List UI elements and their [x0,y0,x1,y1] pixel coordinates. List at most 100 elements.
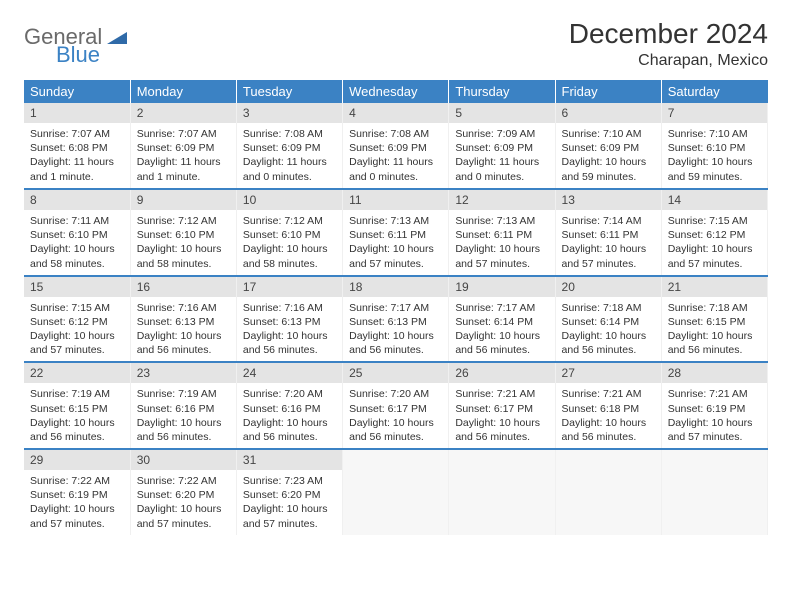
day-number: 29 [24,450,130,470]
daylight-text: Daylight: 11 hours and 0 minutes. [349,155,442,183]
sunrise-text: Sunrise: 7:20 AM [243,387,336,401]
calendar-cell: 4Sunrise: 7:08 AMSunset: 6:09 PMDaylight… [343,103,449,189]
daylight-text: Daylight: 10 hours and 57 minutes. [30,502,124,530]
title-block: December 2024 Charapan, Mexico [569,18,768,70]
day-body: Sunrise: 7:07 AMSunset: 6:09 PMDaylight:… [131,123,236,188]
day-body: Sunrise: 7:12 AMSunset: 6:10 PMDaylight:… [237,210,342,275]
calendar-cell: 7 Sunrise: 7:10 AMSunset: 6:10 PMDaylight… [661,103,767,189]
sunrise-text: Sunrise: 7:15 AM [30,301,124,315]
day-body: Sunrise: 7:07 AMSunset: 6:08 PMDaylight:… [24,123,130,188]
sunrise-text: Sunrise: 7:20 AM [349,387,442,401]
sunrise-text: Sunrise: 7:13 AM [349,214,442,228]
day-number: 31 [237,450,342,470]
sunrise-text: Sunrise: 7:11 AM [30,214,124,228]
sunrise-text: Sunrise: 7:21 AM [562,387,655,401]
daylight-text: Daylight: 10 hours and 57 minutes. [668,242,761,270]
sunset-text: Sunset: 6:15 PM [668,315,761,329]
day-body: Sunrise: 7:21 AMSunset: 6:18 PMDaylight:… [556,383,661,448]
daylight-text: Daylight: 10 hours and 56 minutes. [137,416,230,444]
day-number: 3 [237,103,342,123]
sunset-text: Sunset: 6:11 PM [562,228,655,242]
sunrise-text: Sunrise: 7:10 AM [562,127,655,141]
sunrise-text: Sunrise: 7:17 AM [349,301,442,315]
calendar-cell: 22Sunrise: 7:19 AMSunset: 6:15 PMDayligh… [24,362,130,449]
daylight-text: Daylight: 10 hours and 56 minutes. [562,329,655,357]
daylight-text: Daylight: 11 hours and 1 minute. [137,155,230,183]
daylight-text: Daylight: 10 hours and 56 minutes. [668,329,761,357]
calendar-table: Sunday Monday Tuesday Wednesday Thursday… [24,80,768,535]
sunrise-text: Sunrise: 7:12 AM [243,214,336,228]
day-number: 4 [343,103,448,123]
calendar-body: 1Sunrise: 7:07 AMSunset: 6:08 PMDaylight… [24,103,768,535]
daylight-text: Daylight: 10 hours and 56 minutes. [243,329,336,357]
day-number: 14 [662,190,767,210]
calendar-cell: 14Sunrise: 7:15 AMSunset: 6:12 PMDayligh… [661,189,767,276]
sunset-text: Sunset: 6:16 PM [137,402,230,416]
daylight-text: Daylight: 11 hours and 0 minutes. [455,155,548,183]
page-title: December 2024 [569,18,768,50]
sunrise-text: Sunrise: 7:18 AM [562,301,655,315]
sunset-text: Sunset: 6:12 PM [668,228,761,242]
sunset-text: Sunset: 6:09 PM [562,141,655,155]
sunset-text: Sunset: 6:09 PM [137,141,230,155]
calendar-cell: 27Sunrise: 7:21 AMSunset: 6:18 PMDayligh… [555,362,661,449]
day-number: 27 [556,363,661,383]
sunset-text: Sunset: 6:09 PM [243,141,336,155]
sunset-text: Sunset: 6:13 PM [243,315,336,329]
day-body: Sunrise: 7:18 AMSunset: 6:14 PMDaylight:… [556,297,661,362]
sunrise-text: Sunrise: 7:21 AM [668,387,761,401]
day-number: 18 [343,277,448,297]
day-body: Sunrise: 7:17 AMSunset: 6:14 PMDaylight:… [449,297,554,362]
sunrise-text: Sunrise: 7:08 AM [349,127,442,141]
calendar-cell: 13Sunrise: 7:14 AMSunset: 6:11 PMDayligh… [555,189,661,276]
day-number: 22 [24,363,130,383]
daylight-text: Daylight: 10 hours and 59 minutes. [562,155,655,183]
calendar-cell: 30Sunrise: 7:22 AMSunset: 6:20 PMDayligh… [130,449,236,535]
day-body: Sunrise: 7:20 AMSunset: 6:17 PMDaylight:… [343,383,448,448]
sunset-text: Sunset: 6:16 PM [243,402,336,416]
sunset-text: Sunset: 6:10 PM [243,228,336,242]
day-number: 25 [343,363,448,383]
sunset-text: Sunset: 6:18 PM [562,402,655,416]
sunset-text: Sunset: 6:15 PM [30,402,124,416]
calendar-cell: 16Sunrise: 7:16 AMSunset: 6:13 PMDayligh… [130,276,236,363]
day-body: Sunrise: 7:19 AMSunset: 6:15 PMDaylight:… [24,383,130,448]
day-body: Sunrise: 7:13 AMSunset: 6:11 PMDaylight:… [449,210,554,275]
calendar-cell: 23Sunrise: 7:19 AMSunset: 6:16 PMDayligh… [130,362,236,449]
sunset-text: Sunset: 6:10 PM [668,141,761,155]
daylight-text: Daylight: 10 hours and 56 minutes. [137,329,230,357]
day-body: Sunrise: 7:18 AMSunset: 6:15 PMDaylight:… [662,297,767,362]
calendar-cell: 21Sunrise: 7:18 AMSunset: 6:15 PMDayligh… [661,276,767,363]
day-number: 26 [449,363,554,383]
sunset-text: Sunset: 6:17 PM [349,402,442,416]
col-sunday: Sunday [24,80,130,103]
day-number: 2 [131,103,236,123]
calendar-cell: 24Sunrise: 7:20 AMSunset: 6:16 PMDayligh… [236,362,342,449]
daylight-text: Daylight: 10 hours and 56 minutes. [349,416,442,444]
sunset-text: Sunset: 6:11 PM [349,228,442,242]
day-body: Sunrise: 7:08 AMSunset: 6:09 PMDaylight:… [343,123,448,188]
day-body: Sunrise: 7:10 AMSunset: 6:09 PMDaylight:… [556,123,661,188]
daylight-text: Daylight: 10 hours and 58 minutes. [243,242,336,270]
sunrise-text: Sunrise: 7:07 AM [137,127,230,141]
calendar-cell: 11Sunrise: 7:13 AMSunset: 6:11 PMDayligh… [343,189,449,276]
day-body: Sunrise: 7:20 AMSunset: 6:16 PMDaylight:… [237,383,342,448]
sunrise-text: Sunrise: 7:18 AM [668,301,761,315]
day-number: 12 [449,190,554,210]
sunset-text: Sunset: 6:14 PM [455,315,548,329]
daylight-text: Daylight: 10 hours and 59 minutes. [668,155,761,183]
daylight-text: Daylight: 10 hours and 56 minutes. [562,416,655,444]
day-number: 15 [24,277,130,297]
calendar-cell: 15Sunrise: 7:15 AMSunset: 6:12 PMDayligh… [24,276,130,363]
day-body: Sunrise: 7:22 AMSunset: 6:19 PMDaylight:… [24,470,130,535]
day-number: 7 [662,103,767,123]
calendar-cell [661,449,767,535]
day-number: 28 [662,363,767,383]
day-body: Sunrise: 7:16 AMSunset: 6:13 PMDaylight:… [237,297,342,362]
day-number: 19 [449,277,554,297]
calendar-row: 1Sunrise: 7:07 AMSunset: 6:08 PMDaylight… [24,103,768,189]
header: General Blue December 2024 Charapan, Mex… [24,18,768,70]
sunrise-text: Sunrise: 7:22 AM [137,474,230,488]
sunrise-text: Sunrise: 7:10 AM [668,127,761,141]
calendar-cell: 28Sunrise: 7:21 AMSunset: 6:19 PMDayligh… [661,362,767,449]
